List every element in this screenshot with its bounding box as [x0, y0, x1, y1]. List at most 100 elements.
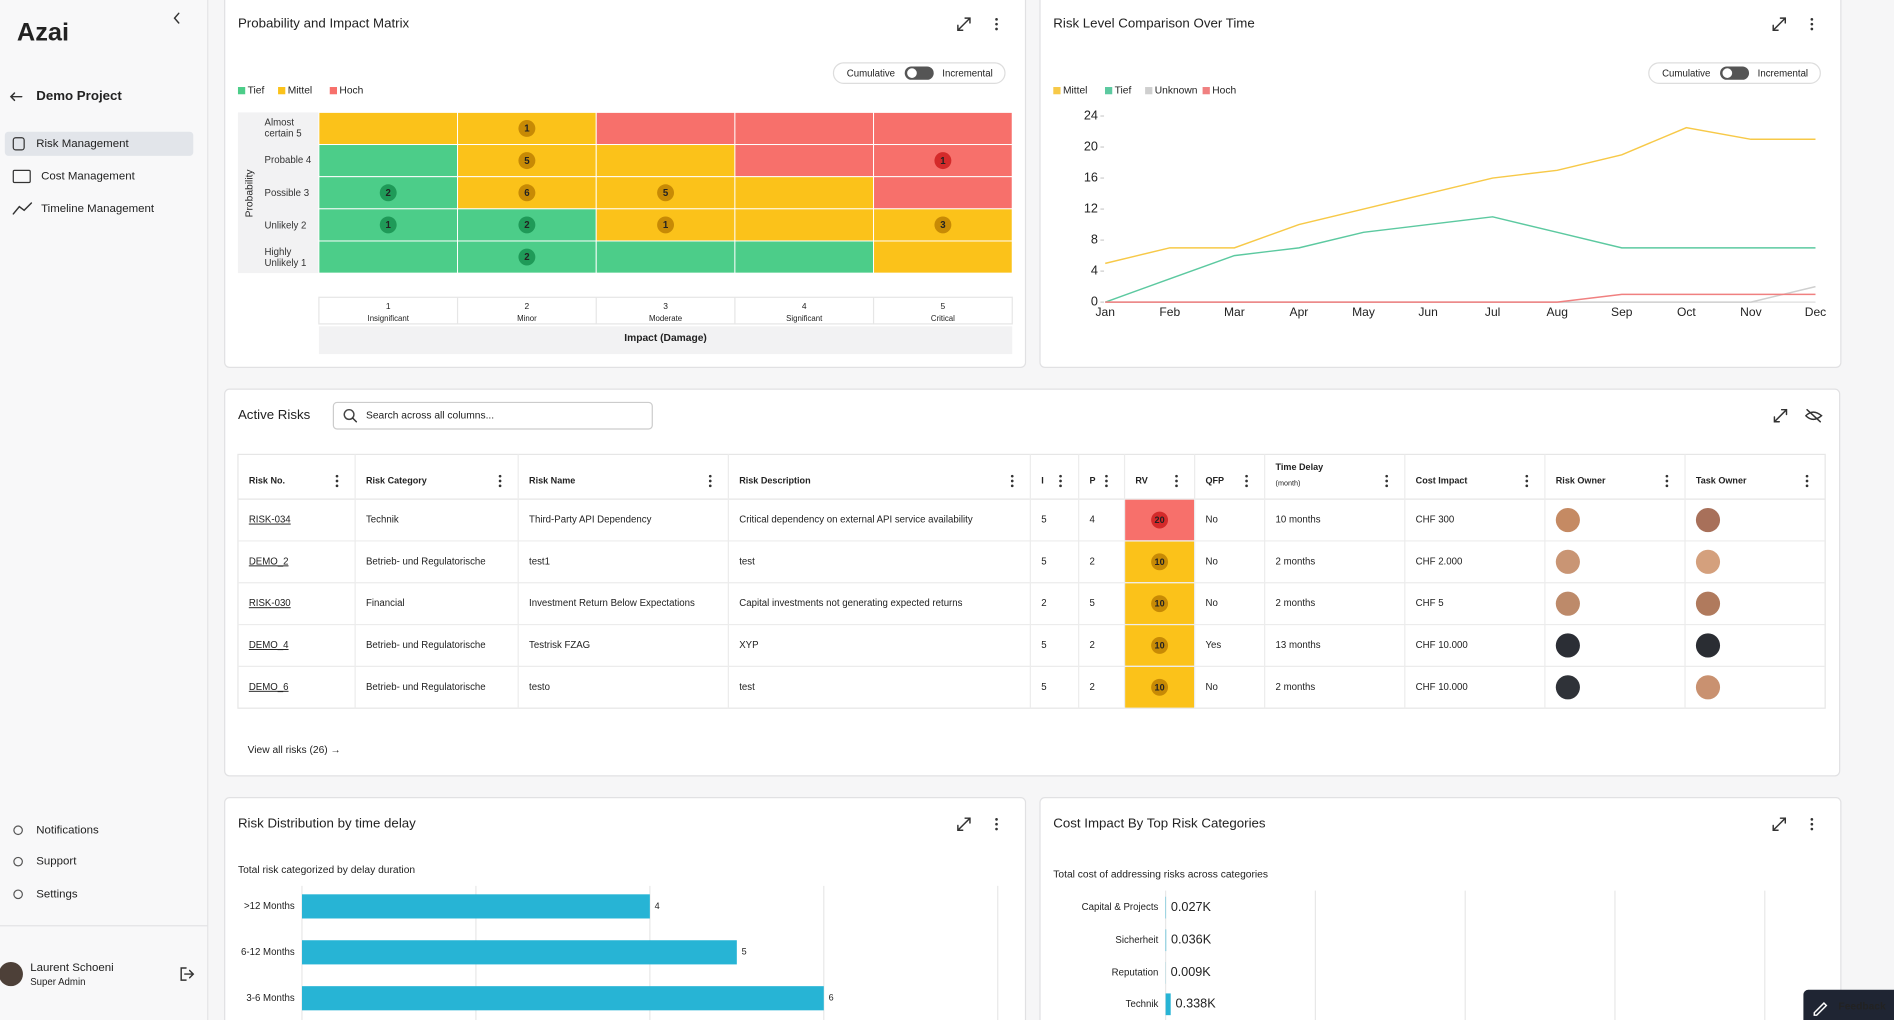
risk-link[interactable]: DEMO_4: [249, 640, 289, 651]
count-badge: [518, 216, 536, 234]
kebab-dot: [1810, 22, 1814, 26]
toggle-on[interactable]: Cumulative: [1662, 68, 1710, 79]
toggle-off[interactable]: Incremental: [1758, 68, 1808, 79]
search-box[interactable]: [332, 401, 653, 430]
footer-nav-item[interactable]: Notifications: [36, 824, 99, 836]
feedback-icon: [1813, 1002, 1828, 1016]
kebab-dot: [708, 484, 712, 488]
risk-link[interactable]: DEMO_6: [249, 682, 289, 693]
risk-link[interactable]: DEMO_2: [249, 556, 289, 567]
kebab-dot: [1810, 27, 1814, 31]
cell: 2: [1090, 682, 1095, 693]
risk-link[interactable]: RISK-030: [249, 598, 291, 609]
row-label-box: Possible 3: [264, 187, 310, 199]
toggle-knob: [907, 68, 917, 78]
rv-value: 10: [1155, 640, 1165, 650]
kebab-dot: [995, 22, 998, 26]
nav-item[interactable]: Timeline Management: [41, 203, 155, 215]
legend-swatch: [1202, 87, 1210, 95]
panel-title: Risk Level Comparison Over Time: [1053, 16, 1254, 31]
x-tick-label: Jan: [1095, 305, 1114, 319]
row-label-band: [237, 112, 319, 274]
footer-nav-item[interactable]: Settings: [36, 888, 78, 900]
value-label: 0.338K: [1176, 997, 1217, 1011]
row-label-box: Unlikely 2: [265, 220, 307, 231]
legend-swatch: [1053, 87, 1061, 95]
kebab-dot: [708, 474, 712, 478]
user-role: Super Admin: [30, 977, 85, 988]
kebab-dot: [1245, 474, 1248, 478]
col-number: 5: [941, 301, 946, 311]
cell: Yes: [1205, 640, 1221, 651]
nav-icon: [13, 856, 23, 867]
matrix-cell: [318, 144, 459, 178]
legend-label: Mittel: [288, 85, 312, 96]
search-placeholder[interactable]: Search across all columns...: [366, 410, 494, 421]
cell: test: [739, 682, 755, 693]
footer-nav-item[interactable]: Support: [36, 856, 77, 868]
kebab-dot: [1385, 474, 1389, 478]
kebab-dot: [1525, 479, 1529, 483]
nav-item[interactable]: Cost Management: [41, 170, 135, 182]
owner-avatar: [1695, 507, 1721, 533]
feedback-label[interactable]: Feedback: [1838, 1001, 1886, 1012]
cell: 5: [1090, 598, 1095, 609]
rv-value: 10: [1155, 682, 1165, 692]
matrix-cell: [873, 176, 1013, 210]
cell: 13 months: [1276, 640, 1321, 651]
collapse-icon: [173, 12, 180, 24]
cell: 5: [1041, 515, 1046, 526]
nav-icon: [12, 137, 25, 151]
nav-icon: [12, 202, 33, 215]
risk-link[interactable]: RISK-034: [249, 515, 291, 526]
cell: No: [1205, 598, 1217, 609]
x-tick-label: Aug: [1546, 305, 1567, 319]
kebab-dot: [1175, 484, 1178, 488]
count-label: 1: [386, 220, 392, 231]
row-label: Possible 3: [264, 187, 310, 199]
legend-swatch: [237, 87, 246, 95]
kebab-dot: [1059, 479, 1062, 483]
count-badge: [518, 248, 536, 266]
kebab-dot: [1805, 474, 1809, 478]
kebab-dot: [1059, 474, 1062, 478]
count-badge: [379, 184, 397, 202]
toggle-off[interactable]: Incremental: [942, 68, 992, 79]
y-tick-label: 12: [1084, 201, 1098, 215]
expand-icon: [957, 17, 971, 31]
count-label: 2: [524, 252, 529, 263]
row-label: Highly Unlikely 1: [264, 246, 307, 268]
cell: No: [1205, 556, 1217, 567]
owner-avatar: [1695, 591, 1721, 616]
x-tick-label: May: [1352, 305, 1376, 319]
category-label: >12 Months: [244, 901, 295, 912]
cell: 5: [1041, 556, 1046, 567]
search-icon: [343, 408, 355, 421]
cell: Betrieb- und Regulatorische: [366, 556, 486, 567]
count-label: 2: [524, 220, 529, 231]
column-unit: (month): [1276, 478, 1301, 487]
x-tick-label: Apr: [1290, 305, 1309, 319]
project-name: Demo Project: [36, 88, 122, 103]
owner-avatar: [1695, 633, 1721, 658]
kebab-dot: [1385, 479, 1389, 483]
matrix-cell: [734, 240, 875, 274]
bar: [301, 986, 824, 1011]
cell: Third-Party API Dependency: [529, 515, 652, 526]
hide-icon: [1805, 408, 1823, 423]
search-icon: [351, 417, 358, 423]
cell: 2 months: [1276, 682, 1316, 693]
nav-item[interactable]: Risk Management: [36, 138, 129, 150]
count-label: 1: [524, 124, 530, 135]
category-label: Technik: [1126, 999, 1159, 1010]
view-all-link[interactable]: View all risks (26) →: [248, 745, 341, 756]
kebab-dot: [1810, 818, 1814, 821]
expand-icon: [1773, 408, 1788, 423]
count-label: 2: [386, 188, 391, 199]
matrix-cell: [595, 111, 736, 146]
feedback-button[interactable]: [1803, 989, 1894, 1020]
toggle-on[interactable]: Cumulative: [847, 68, 895, 79]
cell: 5: [1041, 640, 1046, 651]
column-header: RV: [1135, 475, 1147, 485]
legend-label: Tief: [248, 85, 265, 96]
